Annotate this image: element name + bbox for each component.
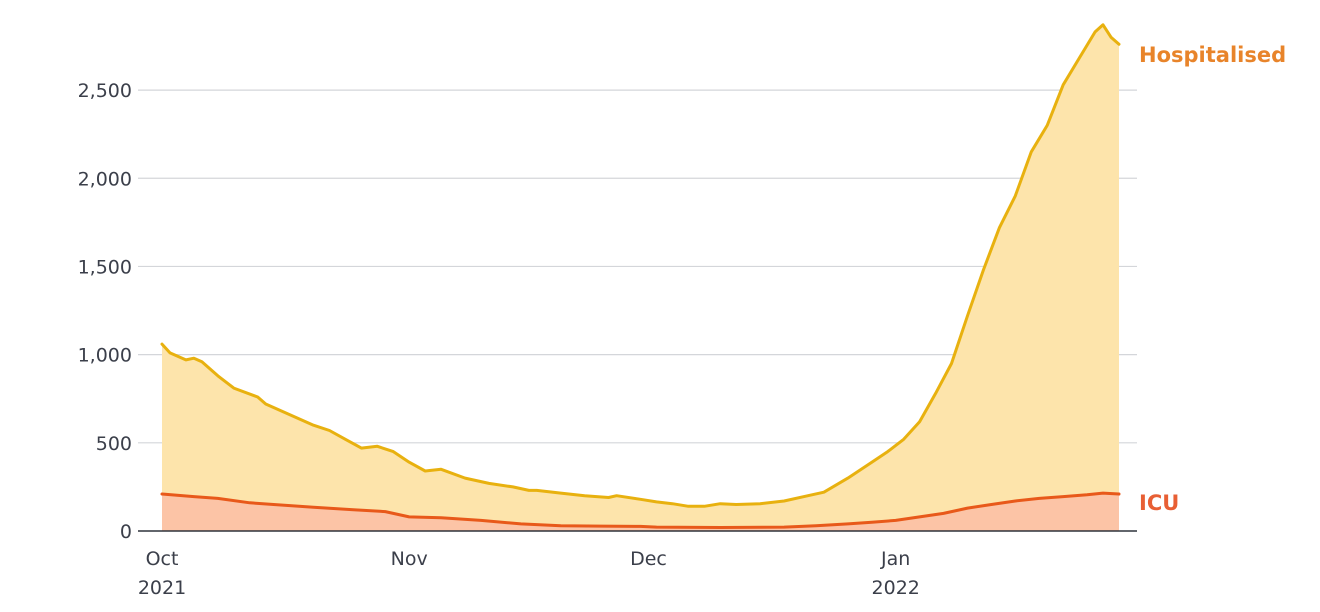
x-tick-year-label: 2021: [138, 577, 186, 599]
icu-line: [160, 491, 1121, 529]
icu-series-label: ICU: [1139, 491, 1179, 515]
y-tick-label: 2,000: [78, 168, 132, 190]
series-lines: [160, 23, 1121, 529]
x-tick-label: Nov: [391, 548, 428, 570]
y-tick-label: 2,500: [78, 80, 132, 102]
x-tick-year-label: 2022: [872, 577, 920, 599]
y-tick-label: 1,500: [78, 256, 132, 278]
hospitalised-line: [160, 23, 1121, 508]
icu-area: [162, 493, 1119, 531]
series-end-labels: Hospitalised ICU: [1139, 43, 1286, 515]
x-tick-label: Dec: [630, 548, 667, 570]
x-axis-ticks: Oct 2021 Nov Dec Jan 2022: [138, 548, 920, 599]
y-axis-ticks: 0 500 1,000 1,500 2,000 2,500: [78, 80, 132, 543]
hospitalised-series-label: Hospitalised: [1139, 43, 1286, 67]
area-fills: [162, 24, 1119, 532]
x-tick-label: Oct: [146, 548, 179, 570]
x-tick-label: Jan: [880, 548, 910, 570]
y-tick-label: 500: [96, 433, 132, 455]
y-tick-label: 0: [120, 521, 132, 543]
y-tick-label: 1,000: [78, 345, 132, 367]
hospitalised-area: [162, 24, 1119, 532]
